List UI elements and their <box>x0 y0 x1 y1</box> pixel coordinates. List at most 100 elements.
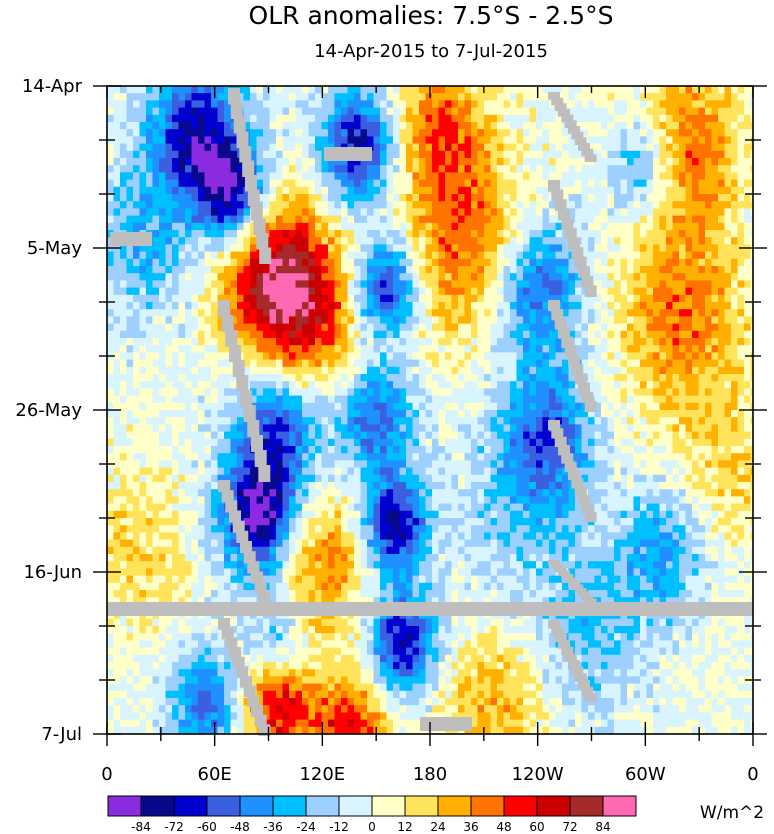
field-cell <box>126 244 134 252</box>
field-cell <box>302 107 309 116</box>
field-cell <box>113 201 121 209</box>
field-cell <box>386 222 394 231</box>
field-cell <box>269 222 277 231</box>
field-cell <box>367 438 374 447</box>
field-cell <box>445 93 452 101</box>
field-cell <box>243 287 251 296</box>
field-cell <box>516 395 524 404</box>
field-cell <box>146 158 153 166</box>
field-cell <box>737 287 745 296</box>
field-cell <box>393 309 400 317</box>
field-cell <box>484 237 491 245</box>
field-cell <box>295 129 303 137</box>
field-cell <box>633 194 641 202</box>
field-cell <box>562 366 569 375</box>
field-cell <box>464 410 472 418</box>
field-cell <box>113 359 121 368</box>
field-cell <box>510 172 517 180</box>
field-cell <box>263 143 270 152</box>
field-cell <box>107 345 114 353</box>
field-cell <box>243 251 251 260</box>
field-cell <box>731 215 738 224</box>
field-cell <box>217 402 225 411</box>
field-cell <box>373 122 381 130</box>
field-cell <box>490 100 498 108</box>
field-cell <box>737 158 745 166</box>
field-cell <box>438 129 446 137</box>
field-cell <box>503 237 511 245</box>
field-cell <box>334 165 342 173</box>
field-cell <box>276 366 283 375</box>
field-cell <box>243 237 251 245</box>
field-cell <box>477 338 485 346</box>
field-cell <box>705 114 712 123</box>
field-cell <box>627 280 634 288</box>
field-cell <box>276 136 283 144</box>
field-cell <box>672 294 680 303</box>
field-cell <box>568 258 576 267</box>
field-cell <box>705 280 712 288</box>
field-cell <box>360 316 368 324</box>
field-cell <box>490 345 498 353</box>
field-cell <box>445 222 452 231</box>
field-cell <box>334 345 342 353</box>
field-cell <box>594 194 602 202</box>
field-cell <box>263 100 270 108</box>
field-cell <box>724 237 732 245</box>
field-cell <box>120 194 127 202</box>
field-cell <box>503 172 511 180</box>
field-cell <box>139 251 147 260</box>
field-cell <box>484 273 491 281</box>
field-cell <box>555 172 563 180</box>
field-cell <box>406 273 413 281</box>
field-cell <box>399 100 407 108</box>
field-cell <box>471 316 478 324</box>
field-cell <box>152 338 160 346</box>
field-cell <box>653 266 660 274</box>
field-cell <box>484 244 491 252</box>
field-cell <box>575 309 582 317</box>
field-cell <box>113 431 121 440</box>
field-cell <box>633 366 641 375</box>
field-cell <box>263 158 270 166</box>
field-cell <box>295 215 303 224</box>
field-cell <box>367 424 374 432</box>
field-cell <box>451 359 459 368</box>
field-cell <box>282 338 290 346</box>
field-cell <box>211 287 218 296</box>
field-cell <box>744 201 751 209</box>
field-cell <box>419 237 426 245</box>
field-cell <box>172 129 179 137</box>
field-cell <box>503 323 511 332</box>
field-cell <box>315 309 322 317</box>
field-cell <box>698 215 706 224</box>
field-cell <box>679 410 686 418</box>
field-cell <box>230 194 238 202</box>
field-cell <box>588 374 595 382</box>
field-cell <box>698 287 706 296</box>
field-cell <box>672 107 680 116</box>
field-cell <box>594 280 602 288</box>
field-cell <box>256 107 264 116</box>
field-cell <box>178 323 186 332</box>
field-cell <box>282 136 290 144</box>
field-cell <box>224 100 231 108</box>
field-cell <box>334 294 342 303</box>
field-cell <box>445 352 452 360</box>
field-cell <box>640 93 647 101</box>
field-cell <box>523 309 530 317</box>
field-cell <box>334 107 342 116</box>
field-cell <box>295 424 303 432</box>
field-cell <box>666 424 673 432</box>
field-cell <box>653 345 660 353</box>
field-cell <box>412 158 420 166</box>
field-cell <box>659 366 667 375</box>
field-cell <box>672 309 680 317</box>
field-cell <box>705 172 712 180</box>
field-cell <box>237 194 244 202</box>
field-cell <box>607 136 615 144</box>
field-cell <box>139 294 147 303</box>
field-cell <box>146 172 153 180</box>
field-cell <box>120 330 127 339</box>
field-cell <box>159 122 166 130</box>
